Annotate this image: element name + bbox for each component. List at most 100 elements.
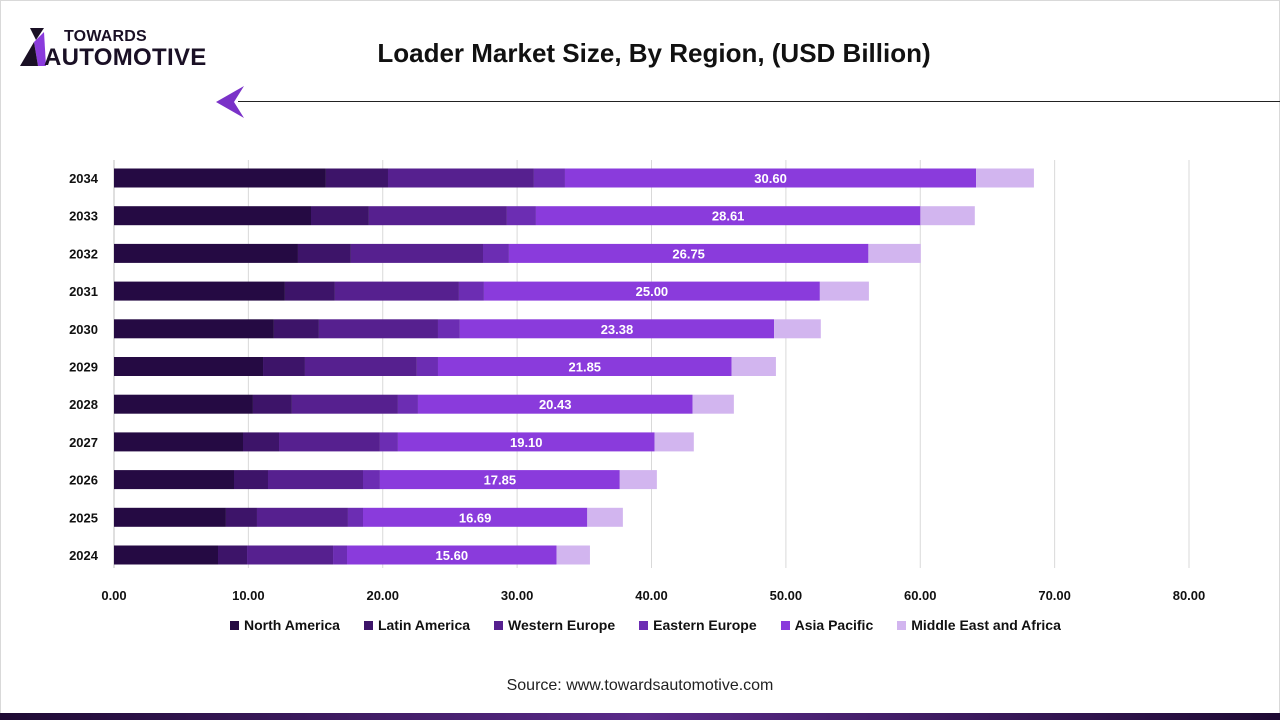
bar-segment-latin-america: [218, 545, 248, 565]
y-category-label: 2025: [69, 510, 98, 525]
bar-segment-latin-america: [297, 243, 351, 263]
data-label: 15.60: [436, 548, 469, 563]
data-label: 16.69: [459, 510, 492, 525]
bar-segment-western-europe: [267, 470, 363, 490]
data-label: 21.85: [569, 360, 602, 375]
bar-segment-middle-east-and-africa: [731, 357, 776, 376]
legend-label: Latin America: [377, 617, 471, 633]
legend-label: North America: [244, 617, 340, 633]
y-category-label: 2028: [69, 397, 98, 412]
data-label: 30.60: [754, 171, 787, 186]
bar-segment-latin-america: [325, 168, 388, 188]
legend-label: Western Europe: [508, 617, 616, 633]
bar-segment-asia-pacific: [362, 507, 588, 527]
bar-segment-eastern-europe: [482, 243, 509, 263]
bar-segment-latin-america: [263, 357, 305, 376]
bar-segment-western-europe: [387, 168, 534, 188]
x-tick-label: 0.00: [101, 588, 126, 603]
x-tick-label: 10.00: [232, 588, 265, 603]
y-category-label: 2034: [69, 171, 99, 186]
bar-segment-eastern-europe: [506, 206, 536, 226]
bar-segment-middle-east-and-africa: [868, 243, 921, 263]
bar-segment-latin-america: [243, 432, 280, 452]
bar-segment-north-america: [114, 470, 234, 490]
bar-segment-north-america: [114, 281, 285, 301]
legend-label: Middle East and Africa: [911, 617, 1061, 633]
legend-item: Asia Pacific: [780, 617, 874, 633]
data-label: 17.85: [484, 473, 517, 488]
footer-band: [0, 713, 1280, 720]
bar-segment-middle-east-and-africa: [587, 507, 623, 527]
legend-swatch: [230, 620, 239, 630]
legend-swatch: [494, 620, 504, 630]
y-category-label: 2031: [69, 284, 98, 299]
legend-label: Eastern Europe: [653, 617, 757, 633]
source-text: Source: www.towardsautomotive.com: [506, 677, 774, 694]
bar-segment-middle-east-and-africa: [654, 432, 694, 452]
bar-segment-western-europe: [334, 281, 459, 301]
y-category-label: 2029: [69, 360, 98, 375]
bar-segment-eastern-europe: [347, 507, 363, 527]
bar-segment-asia-pacific: [508, 243, 869, 263]
data-label: 28.61: [712, 209, 745, 224]
legend-item: Latin America: [363, 617, 471, 633]
bar-segment-eastern-europe: [416, 357, 438, 376]
bar-segment-north-america: [114, 319, 274, 339]
bar-segment-asia-pacific: [437, 357, 732, 376]
bar-segment-western-europe: [291, 394, 398, 414]
bar-segment-asia-pacific: [347, 545, 557, 565]
bar-segment-latin-america: [273, 319, 319, 339]
bar-segment-north-america: [114, 507, 226, 527]
bar-segment-asia-pacific: [535, 206, 921, 226]
chart-title: Loader Market Size, By Region, (USD Bill…: [377, 38, 931, 68]
bar-segment-eastern-europe: [533, 168, 565, 188]
bar-segment-middle-east-and-africa: [819, 281, 869, 301]
bar-segment-western-europe: [304, 357, 417, 376]
bar-segment-north-america: [114, 545, 219, 565]
bar-segment-latin-america: [252, 394, 292, 414]
legend: North America Latin America Western Europe…: [230, 617, 1085, 633]
bar-segment-asia-pacific: [379, 470, 620, 490]
x-tick-label: 60.00: [904, 588, 937, 603]
y-category-label: 2026: [69, 473, 98, 488]
logo-text-top: TOWARDS: [64, 28, 147, 45]
bar-segment-north-america: [114, 357, 264, 376]
data-label: 23.38: [601, 322, 634, 337]
logo-mark-icon: [20, 28, 46, 66]
data-label: 25.00: [636, 284, 669, 299]
bar-segment-western-europe: [368, 206, 507, 226]
legend-item: Middle East and Africa: [897, 617, 1061, 633]
legend-item: North America: [230, 617, 340, 633]
y-category-label: 2024: [69, 548, 99, 563]
y-category-label: 2032: [69, 246, 98, 261]
legend-swatch: [363, 620, 373, 630]
bar-segment-north-america: [114, 243, 298, 263]
legend-swatch: [780, 620, 790, 630]
bar-segment-north-america: [114, 432, 243, 452]
bar-segment-middle-east-and-africa: [774, 319, 821, 339]
y-category-label: 2033: [69, 209, 98, 224]
bar-segment-asia-pacific: [459, 319, 775, 339]
bar-segment-eastern-europe: [362, 470, 380, 490]
bar-segment-western-europe: [256, 507, 348, 527]
bar-segment-latin-america: [225, 507, 257, 527]
y-category-label: 2030: [69, 322, 98, 337]
bar-segment-middle-east-and-africa: [619, 470, 657, 490]
title-divider: [238, 101, 1280, 102]
legend-item: Eastern Europe: [639, 617, 757, 633]
legend-label: Asia Pacific: [794, 617, 874, 633]
bar-segment-western-europe: [318, 319, 438, 339]
bar-segment-north-america: [114, 168, 326, 188]
bar-segment-western-europe: [350, 243, 483, 263]
bar-segment-middle-east-and-africa: [556, 545, 590, 565]
bar-segment-north-america: [114, 206, 311, 226]
data-label: 19.10: [510, 435, 543, 450]
x-tick-label: 80.00: [1173, 588, 1206, 603]
bar-segment-eastern-europe: [437, 319, 460, 339]
legend-item: Western Europe: [494, 617, 615, 633]
bar-chart: 0.00 10.00 20.00 30.00 40.00 50.00 60.00 70.00 8…: [69, 160, 1206, 603]
bar-segment-eastern-europe: [397, 394, 418, 414]
x-tick-label: 50.00: [770, 588, 803, 603]
x-tick-label: 20.00: [366, 588, 399, 603]
bar-segment-eastern-europe: [458, 281, 484, 301]
